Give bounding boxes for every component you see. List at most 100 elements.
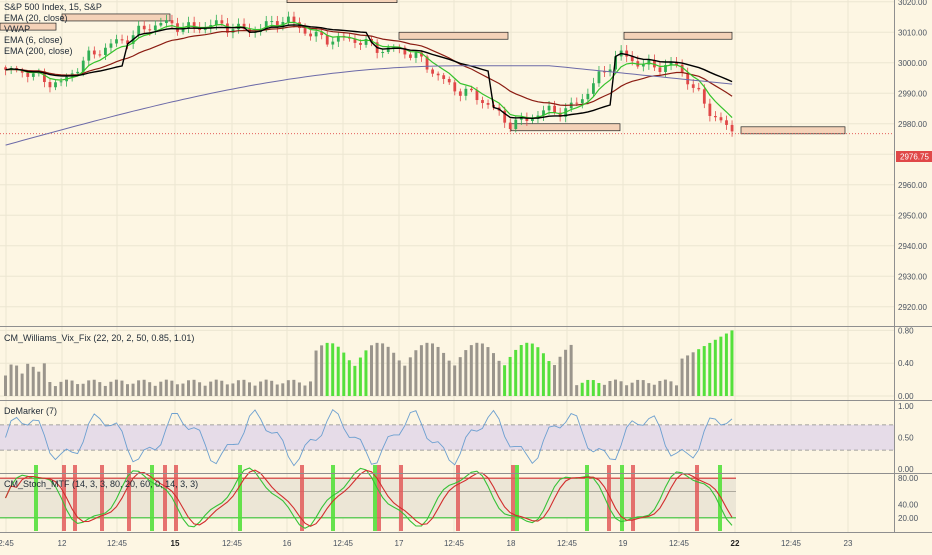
demarker-tick-label: 1.00	[898, 402, 914, 411]
time-tick-label: 19	[619, 539, 628, 548]
vix-bar	[187, 380, 190, 396]
demarker-tick-label: 0.00	[898, 465, 914, 474]
candle-body	[4, 67, 7, 70]
vix-bar	[508, 356, 512, 396]
stoch-pane	[0, 465, 736, 531]
stoch-buy-signal	[34, 465, 38, 531]
indicator-lines	[0, 21, 894, 146]
candle-body	[214, 20, 218, 26]
legend-ema6[interactable]: EMA (6, close)	[4, 35, 63, 45]
time-tick-label: 23	[844, 539, 853, 548]
stoch-pane-title[interactable]: CM_Stoch_MTF (14, 3, 3, 80, 20, 60, 0, 1…	[4, 479, 198, 489]
candle-body	[414, 52, 418, 58]
vix-bar	[336, 346, 340, 396]
vix-bar	[436, 346, 440, 396]
vix-bar	[159, 381, 163, 396]
candle-body	[187, 22, 190, 29]
stoch-buy-signal	[373, 465, 377, 531]
vix-bar	[358, 357, 362, 396]
candle-body	[608, 69, 612, 72]
last-price-badge	[896, 151, 932, 162]
candle-body	[719, 117, 723, 121]
vix-bar	[602, 384, 606, 396]
stoch-sell-signal	[73, 465, 77, 531]
stoch-sell-signal	[377, 465, 381, 531]
main-legend[interactable]: S&P 500 Index, 15, S&P EMA (20, close) V…	[4, 2, 102, 56]
candle-body	[115, 39, 118, 44]
stoch-buy-signal	[718, 465, 722, 531]
vix-bar	[164, 379, 168, 396]
vix-bar	[708, 342, 712, 396]
time-axis[interactable]: 2:45 12 12:45 15 12:45 16 12:45 17 12:45 18 12:45 1…	[0, 539, 853, 548]
vix-bar	[37, 371, 41, 396]
price-tick-label: 2950.00	[898, 211, 927, 220]
vix-pane-title[interactable]: CM_Williams_Vix_Fix (22, 20, 2, 50, 0.85…	[4, 333, 194, 343]
candle-body	[20, 70, 24, 73]
candle-body	[714, 115, 717, 118]
vix-bar	[403, 365, 407, 396]
vix-bar	[497, 360, 501, 396]
vix-bar	[4, 375, 7, 396]
vix-bar	[253, 385, 257, 396]
candle-body	[603, 71, 606, 73]
time-tick-label: 17	[395, 539, 404, 548]
vix-bar	[464, 350, 468, 396]
vix-bar	[608, 381, 612, 396]
time-tick-label: 12:45	[107, 539, 128, 548]
price-axis[interactable]: 2920.002930.002940.002950.002960.002970.…	[898, 0, 927, 523]
vix-bar	[397, 360, 401, 396]
vix-bar	[503, 365, 507, 396]
candle-body	[575, 102, 579, 104]
vix-bar	[658, 380, 662, 396]
candle-body	[148, 29, 152, 31]
session-range-box	[286, 0, 398, 4]
candle-body	[447, 78, 451, 83]
legend-vwap[interactable]: VWAP	[4, 24, 30, 34]
candle-body	[43, 71, 46, 83]
candle-body	[403, 47, 407, 55]
vix-bar	[675, 385, 678, 396]
vix-bar	[70, 380, 74, 396]
vix-bar	[203, 385, 207, 396]
candle-body	[558, 112, 562, 117]
candle-body	[586, 93, 590, 100]
candle-body	[275, 21, 279, 28]
vix-bar	[630, 382, 634, 396]
legend-ema200[interactable]: EMA (200, close)	[4, 46, 73, 56]
candle-body	[669, 62, 673, 66]
vix-bar	[181, 383, 185, 396]
vix-bar	[109, 381, 113, 396]
legend-ema20[interactable]: EMA (20, close)	[4, 13, 68, 23]
vix-bar	[730, 330, 734, 396]
vix-bar	[702, 346, 706, 396]
candle-body	[109, 43, 113, 48]
vix-bar	[331, 343, 335, 396]
vix-bar	[636, 379, 640, 396]
vix-bar	[242, 379, 246, 396]
vix-bar	[614, 379, 617, 396]
candle-body	[675, 62, 678, 65]
vix-bar	[392, 352, 396, 396]
price-tick-label: 2920.00	[898, 303, 927, 312]
candle-body	[531, 118, 534, 121]
candle-body	[159, 23, 163, 26]
candle-body	[81, 60, 85, 72]
demarker-pane-title[interactable]: DeMarker (7)	[4, 406, 57, 416]
candle-body	[325, 35, 329, 45]
demarker-pane	[0, 409, 894, 467]
vix-bar	[419, 345, 423, 396]
vix-bar	[170, 380, 174, 396]
candle-body	[170, 20, 174, 24]
vix-bar	[697, 349, 701, 396]
vix-bar	[575, 385, 579, 396]
session-range-box	[398, 31, 509, 40]
stoch-sell-signal	[456, 465, 460, 531]
vix-bar	[536, 347, 540, 396]
vix-bar	[652, 384, 656, 396]
candle-body	[48, 82, 52, 88]
stoch-sell-signal	[127, 465, 131, 531]
legend-symbol[interactable]: S&P 500 Index, 15, S&P	[4, 2, 102, 12]
vix-bar	[353, 365, 357, 396]
candle-body	[142, 25, 146, 30]
